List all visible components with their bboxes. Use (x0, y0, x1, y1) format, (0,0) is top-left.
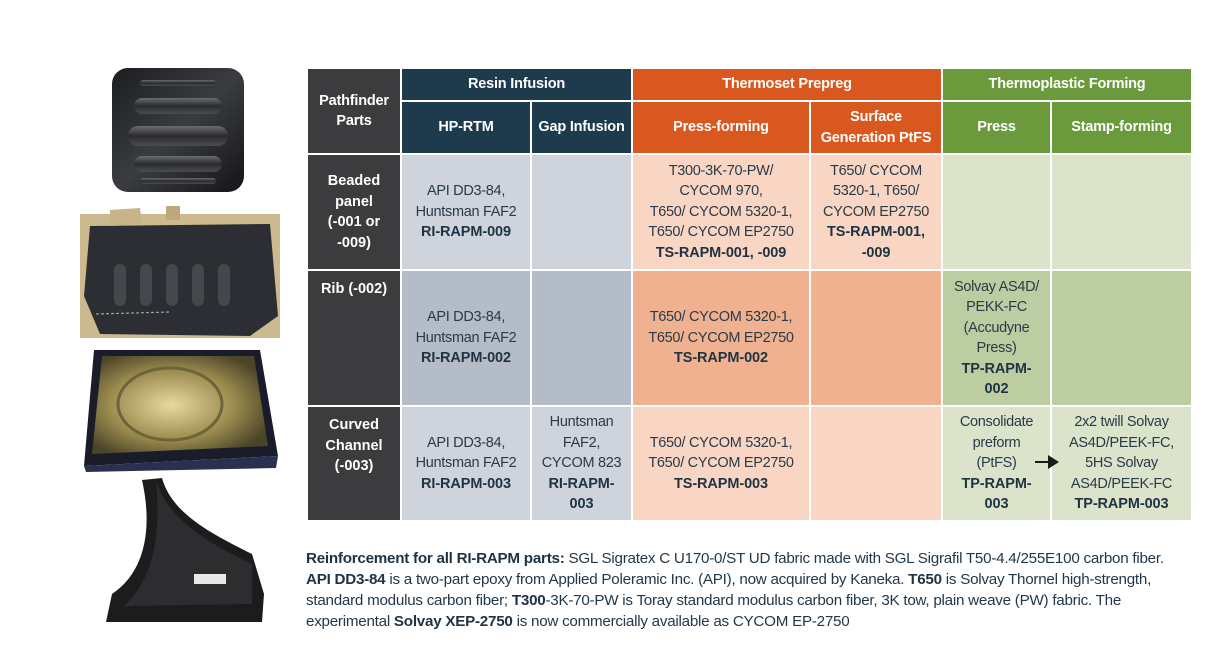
group-header-thermoset-prepreg: Thermoset Prepreg (631, 67, 943, 102)
cell-curved-hp-rtm: API DD3-84, Huntsman FAF2 RI-RAPM-003 (400, 405, 532, 522)
column-header-hp-rtm: HP-RTM (400, 100, 532, 155)
footnote-term: T300 (511, 592, 546, 609)
rib-photo (84, 350, 278, 472)
footnote-term: T650 (908, 571, 942, 588)
cell-beaded-hp-rtm: API DD3-84, Huntsman FAF2 RI-RAPM-009 (400, 153, 532, 271)
cell-rib-press-forming: T650/ CYCOM 5320-1, T650/ CYCOM EP2750 T… (631, 269, 811, 407)
footnote-text: is Solvay Thornel high-strength, standar… (306, 571, 1152, 609)
part-label-rib: Rib (-002) (306, 269, 402, 407)
process-matrix-table: Pathfinder Parts Resin Infusion Thermoset… (306, 67, 1193, 522)
curved-channel-photo (106, 478, 264, 622)
cell-curved-surface-generation (809, 405, 943, 522)
beaded-panel-photo (112, 68, 244, 192)
cell-curved-gap-infusion: Huntsman FAF2, CYCOM 823 RI-RAPM- 003 (530, 405, 633, 522)
group-header-thermoplastic-forming: Thermoplastic Forming (941, 67, 1193, 102)
cell-rib-hp-rtm: API DD3-84, Huntsman FAF2 RI-RAPM-002 (400, 269, 532, 407)
cell-rib-press: Solvay AS4D/ PEKK-FC (Accudyne Press) TP… (941, 269, 1052, 407)
group-header-resin-infusion: Resin Infusion (400, 67, 633, 102)
arrow-right-icon (1035, 455, 1059, 469)
cell-curved-press: Consolidate preform (PtFS) TP-RAPM- 003 (941, 405, 1052, 522)
table-row: Curved Channel (-003) API DD3-84, Huntsm… (306, 405, 1193, 522)
column-header-surface-generation: Surface Generation PtFS (809, 100, 943, 155)
footnote: Reinforcement for all RI-RAPM parts: SGL… (306, 548, 1206, 632)
column-header-press-forming: Press-forming (631, 100, 811, 155)
footnote-text: SGL Sigratex C U170-0/ST UD fabric made … (564, 550, 1164, 567)
footnote-text: is now commercially available as CYCOM E… (512, 613, 850, 630)
column-header-press: Press (941, 100, 1052, 155)
corner-header: Pathfinder Parts (306, 67, 402, 155)
footnote-reinforcement-label: Reinforcement for all RI-RAPM parts: (306, 550, 565, 567)
footnote-text: is a two-part epoxy from Applied Poleram… (385, 571, 909, 588)
part-label-curved-channel: Curved Channel (-003) (306, 405, 402, 522)
cell-curved-press-forming: T650/ CYCOM 5320-1, T650/ CYCOM EP2750 T… (631, 405, 811, 522)
footnote-text: -3K-70-PW is Toray standard modulus carb… (306, 592, 1122, 630)
cell-curved-stamp-forming: 2x2 twill Solvay AS4D/PEEK-FC, 5HS Solva… (1050, 405, 1193, 522)
table-row: Rib (-002) API DD3-84, Huntsman FAF2 RI-… (306, 269, 1193, 407)
part-photos (78, 62, 283, 632)
column-header-stamp-forming: Stamp-forming (1050, 100, 1193, 155)
cell-beaded-gap-infusion (530, 153, 633, 271)
footnote-term: API DD3-84 (306, 571, 386, 588)
cell-rib-gap-infusion (530, 269, 633, 407)
cell-beaded-press (941, 153, 1052, 271)
cell-beaded-surface-generation: T650/ CYCOM 5320-1, T650/ CYCOM EP2750 T… (809, 153, 943, 271)
column-header-gap-infusion: Gap Infusion (530, 100, 633, 155)
table-row: Beaded panel (-001 or -009) API DD3-84, … (306, 153, 1193, 271)
cell-rib-stamp-forming (1050, 269, 1193, 407)
cell-beaded-stamp-forming (1050, 153, 1193, 271)
footnote-term: Solvay XEP-2750 (393, 613, 513, 630)
beaded-panel-infused-photo (80, 206, 280, 338)
cell-beaded-press-forming: T300-3K-70-PW/ CYCOM 970, T650/ CYCOM 53… (631, 153, 811, 271)
part-label-beaded-panel: Beaded panel (-001 or -009) (306, 153, 402, 271)
cell-rib-surface-generation (809, 269, 943, 407)
